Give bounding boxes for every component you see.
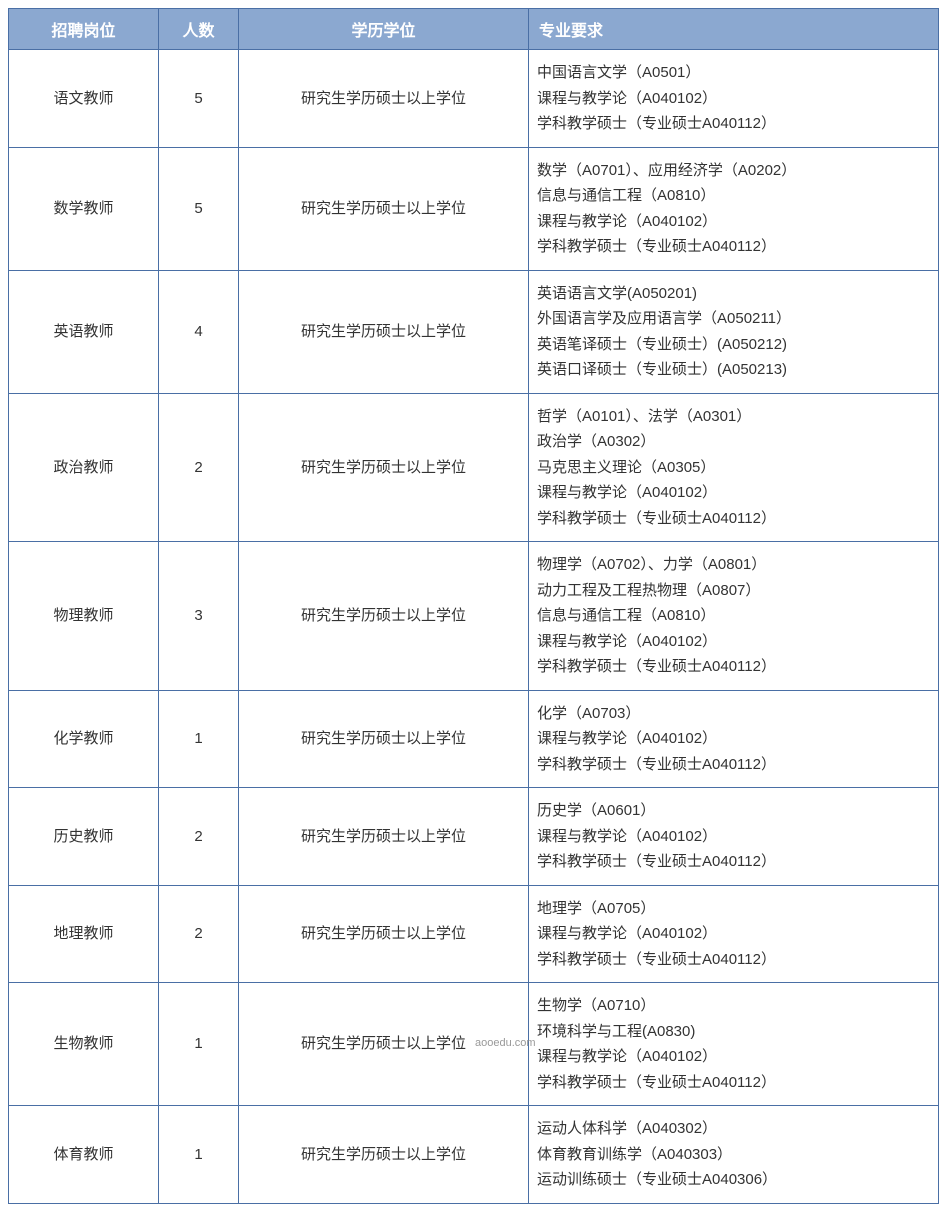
cell-degree: 研究生学历硕士以上学位 [239, 885, 529, 983]
cell-count: 1 [159, 1106, 239, 1204]
major-requirement-line: 学科教学硕士（专业硕士A040112） [537, 1070, 930, 1096]
major-requirement-line: 生物学（A0710） [537, 993, 930, 1019]
cell-major: 地理学（A0705）课程与教学论（A040102）学科教学硕士（专业硕士A040… [529, 885, 939, 983]
table-row: 化学教师1研究生学历硕士以上学位化学（A0703）课程与教学论（A040102）… [9, 690, 939, 788]
major-requirement-line: 信息与通信工程（A0810） [537, 183, 930, 209]
major-requirement-line: 地理学（A0705） [537, 896, 930, 922]
table-row: 生物教师1研究生学历硕士以上学位生物学（A0710）环境科学与工程(A0830)… [9, 983, 939, 1106]
major-requirement-line: 学科教学硕士（专业硕士A040112） [537, 234, 930, 260]
major-requirement-line: 运动训练硕士（专业硕士A040306） [537, 1167, 930, 1193]
cell-position: 地理教师 [9, 885, 159, 983]
major-requirement-line: 中国语言文学（A0501） [537, 60, 930, 86]
major-requirement-line: 运动人体科学（A040302） [537, 1116, 930, 1142]
cell-count: 5 [159, 50, 239, 148]
header-count: 人数 [159, 9, 239, 50]
header-major: 专业要求 [529, 9, 939, 50]
table-row: 英语教师4研究生学历硕士以上学位英语语言文学(A050201)外国语言学及应用语… [9, 270, 939, 393]
cell-degree: 研究生学历硕士以上学位 [239, 542, 529, 691]
cell-count: 1 [159, 983, 239, 1106]
cell-degree: 研究生学历硕士以上学位 [239, 1106, 529, 1204]
major-requirement-line: 课程与教学论（A040102） [537, 629, 930, 655]
cell-major: 英语语言文学(A050201)外国语言学及应用语言学（A050211）英语笔译硕… [529, 270, 939, 393]
major-requirement-line: 学科教学硕士（专业硕士A040112） [537, 752, 930, 778]
cell-count: 2 [159, 393, 239, 542]
cell-degree: 研究生学历硕士以上学位 [239, 983, 529, 1106]
major-requirement-line: 数学（A0701）、应用经济学（A0202） [537, 158, 930, 184]
major-requirement-line: 环境科学与工程(A0830) [537, 1019, 930, 1045]
major-requirement-line: 化学（A0703） [537, 701, 930, 727]
major-requirement-line: 课程与教学论（A040102） [537, 824, 930, 850]
cell-count: 2 [159, 788, 239, 886]
cell-degree: 研究生学历硕士以上学位 [239, 393, 529, 542]
recruitment-table: 招聘岗位 人数 学历学位 专业要求 语文教师5研究生学历硕士以上学位中国语言文学… [8, 8, 939, 1204]
cell-position: 历史教师 [9, 788, 159, 886]
table-body: 语文教师5研究生学历硕士以上学位中国语言文学（A0501）课程与教学论（A040… [9, 50, 939, 1204]
cell-position: 体育教师 [9, 1106, 159, 1204]
table-row: 历史教师2研究生学历硕士以上学位历史学（A0601）课程与教学论（A040102… [9, 788, 939, 886]
cell-degree: 研究生学历硕士以上学位 [239, 270, 529, 393]
major-requirement-line: 哲学（A0101）、法学（A0301） [537, 404, 930, 430]
major-requirement-line: 信息与通信工程（A0810） [537, 603, 930, 629]
major-requirement-line: 课程与教学论（A040102） [537, 86, 930, 112]
major-requirement-line: 课程与教学论（A040102） [537, 1044, 930, 1070]
cell-major: 数学（A0701）、应用经济学（A0202）信息与通信工程（A0810）课程与教… [529, 147, 939, 270]
major-requirement-line: 课程与教学论（A040102） [537, 726, 930, 752]
major-requirement-line: 课程与教学论（A040102） [537, 921, 930, 947]
major-requirement-line: 英语语言文学(A050201) [537, 281, 930, 307]
cell-major: 化学（A0703）课程与教学论（A040102）学科教学硕士（专业硕士A0401… [529, 690, 939, 788]
cell-count: 3 [159, 542, 239, 691]
major-requirement-line: 马克思主义理论（A0305） [537, 455, 930, 481]
table-row: 物理教师3研究生学历硕士以上学位物理学（A0702）、力学（A0801）动力工程… [9, 542, 939, 691]
header-degree: 学历学位 [239, 9, 529, 50]
major-requirement-line: 体育教育训练学（A040303） [537, 1142, 930, 1168]
major-requirement-line: 学科教学硕士（专业硕士A040112） [537, 506, 930, 532]
cell-count: 2 [159, 885, 239, 983]
cell-degree: 研究生学历硕士以上学位 [239, 50, 529, 148]
cell-major: 历史学（A0601）课程与教学论（A040102）学科教学硕士（专业硕士A040… [529, 788, 939, 886]
major-requirement-line: 课程与教学论（A040102） [537, 480, 930, 506]
cell-count: 4 [159, 270, 239, 393]
cell-position: 化学教师 [9, 690, 159, 788]
header-position: 招聘岗位 [9, 9, 159, 50]
major-requirement-line: 英语口译硕士（专业硕士）(A050213) [537, 357, 930, 383]
table-row: 政治教师2研究生学历硕士以上学位哲学（A0101）、法学（A0301）政治学（A… [9, 393, 939, 542]
cell-count: 5 [159, 147, 239, 270]
major-requirement-line: 英语笔译硕士（专业硕士）(A050212) [537, 332, 930, 358]
major-requirement-line: 政治学（A0302） [537, 429, 930, 455]
table-row: 语文教师5研究生学历硕士以上学位中国语言文学（A0501）课程与教学论（A040… [9, 50, 939, 148]
table-row: 体育教师1研究生学历硕士以上学位运动人体科学（A040302）体育教育训练学（A… [9, 1106, 939, 1204]
cell-position: 物理教师 [9, 542, 159, 691]
major-requirement-line: 学科教学硕士（专业硕士A040112） [537, 849, 930, 875]
cell-position: 英语教师 [9, 270, 159, 393]
major-requirement-line: 历史学（A0601） [537, 798, 930, 824]
major-requirement-line: 物理学（A0702）、力学（A0801） [537, 552, 930, 578]
table-row: 数学教师5研究生学历硕士以上学位数学（A0701）、应用经济学（A0202）信息… [9, 147, 939, 270]
major-requirement-line: 学科教学硕士（专业硕士A040112） [537, 947, 930, 973]
major-requirement-line: 学科教学硕士（专业硕士A040112） [537, 654, 930, 680]
cell-degree: 研究生学历硕士以上学位 [239, 788, 529, 886]
major-requirement-line: 动力工程及工程热物理（A0807） [537, 578, 930, 604]
major-requirement-line: 学科教学硕士（专业硕士A040112） [537, 111, 930, 137]
cell-major: 生物学（A0710）环境科学与工程(A0830)课程与教学论（A040102）学… [529, 983, 939, 1106]
cell-count: 1 [159, 690, 239, 788]
major-requirement-line: 外国语言学及应用语言学（A050211） [537, 306, 930, 332]
cell-major: 运动人体科学（A040302）体育教育训练学（A040303）运动训练硕士（专业… [529, 1106, 939, 1204]
cell-major: 中国语言文学（A0501）课程与教学论（A040102）学科教学硕士（专业硕士A… [529, 50, 939, 148]
table-row: 地理教师2研究生学历硕士以上学位地理学（A0705）课程与教学论（A040102… [9, 885, 939, 983]
cell-major: 物理学（A0702）、力学（A0801）动力工程及工程热物理（A0807）信息与… [529, 542, 939, 691]
table-header-row: 招聘岗位 人数 学历学位 专业要求 [9, 9, 939, 50]
cell-position: 数学教师 [9, 147, 159, 270]
cell-position: 生物教师 [9, 983, 159, 1106]
cell-degree: 研究生学历硕士以上学位 [239, 690, 529, 788]
cell-degree: 研究生学历硕士以上学位 [239, 147, 529, 270]
major-requirement-line: 课程与教学论（A040102） [537, 209, 930, 235]
cell-position: 政治教师 [9, 393, 159, 542]
cell-position: 语文教师 [9, 50, 159, 148]
cell-major: 哲学（A0101）、法学（A0301）政治学（A0302）马克思主义理论（A03… [529, 393, 939, 542]
